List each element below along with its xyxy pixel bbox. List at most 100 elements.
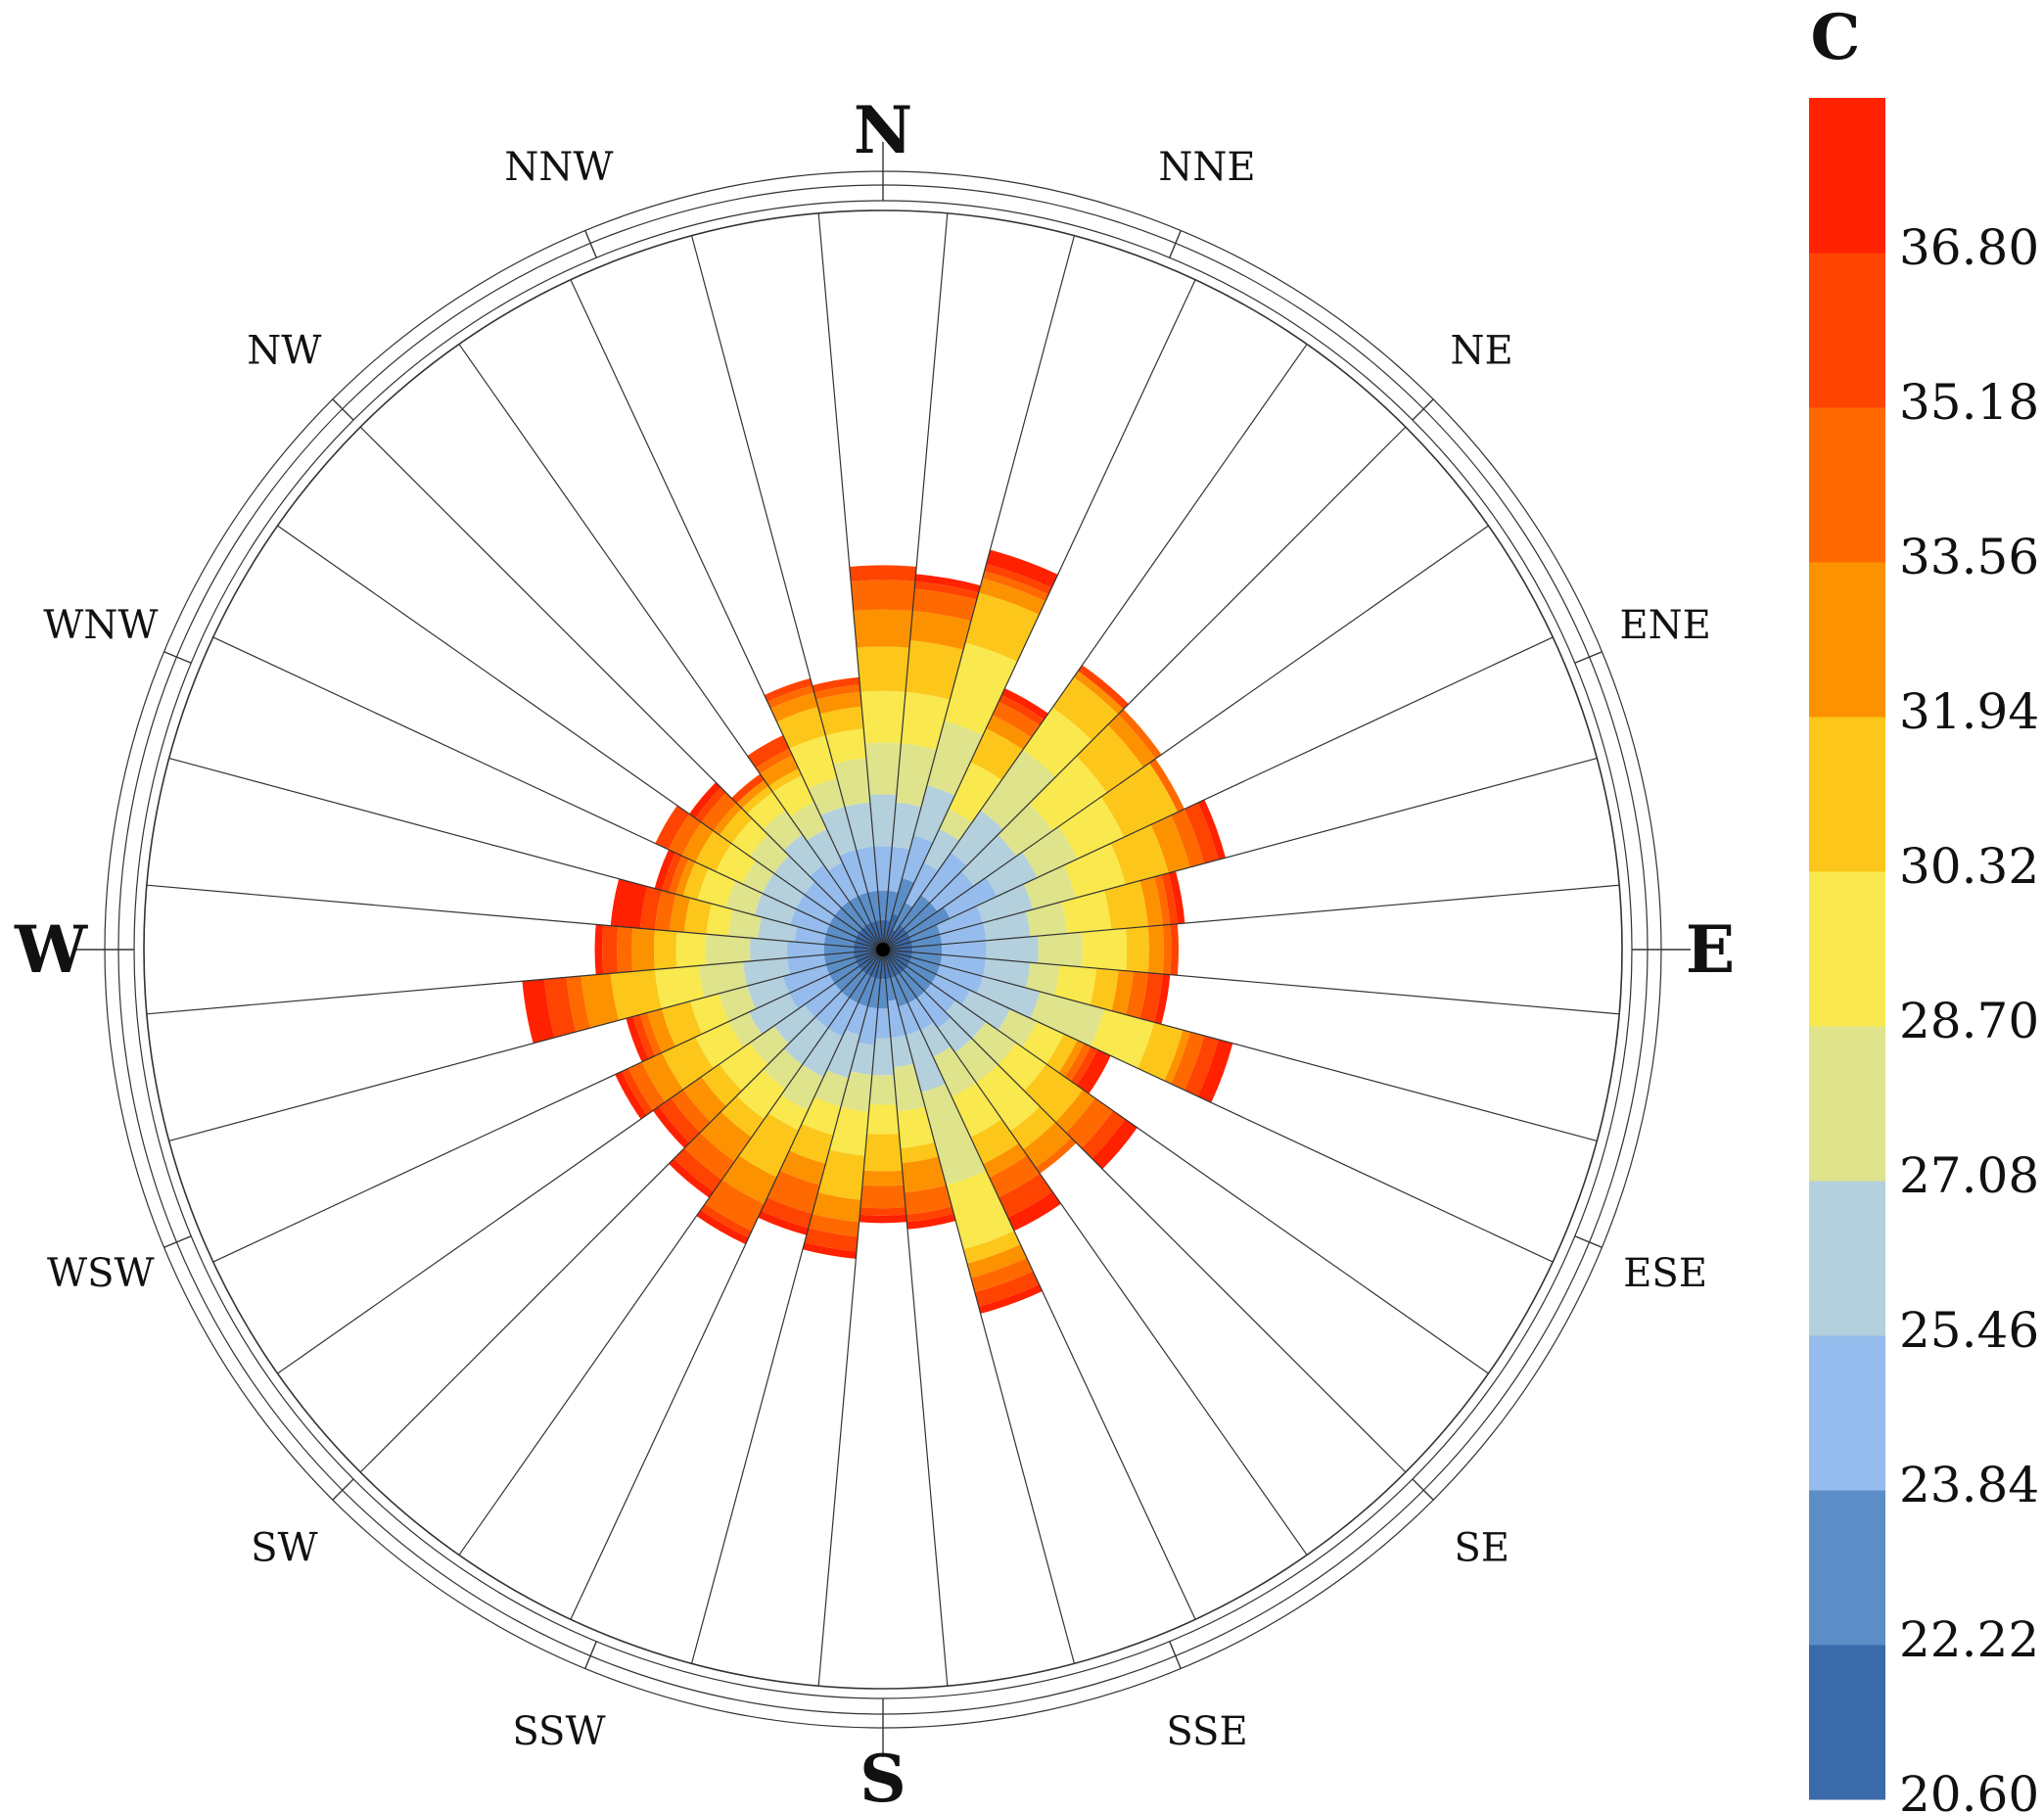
sector-3-band-10 (1001, 688, 1048, 720)
sector-13-band-1 (904, 966, 932, 992)
sector-31-band-1 (834, 907, 862, 933)
sector-2-band-3 (913, 785, 955, 843)
sector-11-band-6 (1138, 1022, 1184, 1082)
sector-17-band-1 (885, 978, 897, 1001)
sector-15-band-4 (933, 1046, 977, 1097)
sector-0-band-8 (851, 580, 915, 612)
sector-35-band-3 (844, 802, 874, 850)
sector-31-band-6 (720, 808, 753, 844)
sector-1-band-5 (901, 691, 951, 750)
sector-22-band-6 (720, 1095, 765, 1138)
sector-32-band-6 (741, 786, 773, 814)
sector-3-band-3 (923, 828, 959, 871)
sector-10-band-6 (1090, 968, 1119, 1011)
sector-30-band-2 (796, 894, 835, 925)
sector-2-band-7 (978, 578, 1045, 615)
legend-swatch-9 (1809, 253, 1885, 408)
sector-19-band-10 (802, 1242, 858, 1259)
sector-8-band-3 (983, 910, 1031, 941)
sector-18-band-3 (871, 1038, 895, 1076)
sector-12-band-5 (1022, 1021, 1064, 1064)
sector-19-band-1 (867, 978, 881, 1009)
sector-23-band-9 (659, 1097, 701, 1143)
sector-29-band-1 (825, 924, 857, 943)
sector-19-band-9 (804, 1228, 859, 1252)
sector-34-band-4 (808, 777, 845, 816)
sector-divider (882, 279, 1196, 951)
direction-label-nnw: NNW (504, 145, 613, 190)
sector-26-band-4 (698, 961, 748, 998)
sector-34-band-8 (766, 685, 814, 709)
sector-21-band-3 (802, 1028, 843, 1078)
sector-29-band-8 (669, 856, 689, 895)
sector-divider (277, 525, 884, 951)
sector-divider (359, 426, 884, 951)
sector-18-band-9 (859, 1207, 906, 1216)
sector-31-band-3 (773, 855, 815, 895)
sector-divider (882, 636, 1554, 951)
sector-divider (882, 758, 1598, 951)
sector-9-band-8 (1162, 924, 1172, 975)
sector-35-band-6 (819, 706, 864, 736)
sector-divider (882, 949, 1620, 1015)
sector-31-band-2 (804, 881, 842, 916)
sector-13-band-10 (1092, 1119, 1138, 1170)
sector-11-band-1 (909, 956, 941, 975)
sector-divider (882, 949, 1407, 1473)
sector-27-band-10 (594, 924, 604, 975)
sector-24-band-4 (728, 1011, 763, 1047)
legend-tick-label: 31.94 (1899, 683, 2039, 740)
sector-6-band-6 (1100, 763, 1179, 838)
direction-tick (1169, 230, 1182, 258)
sector-17-band-8 (904, 1185, 952, 1215)
sector-16-band-9 (974, 1271, 1040, 1307)
sector-26-band-6 (610, 969, 662, 1021)
sector-19-band-5 (829, 1106, 869, 1156)
legend-tick-label: 28.70 (1899, 993, 2039, 1049)
sector-0-band-3 (869, 794, 897, 847)
legend-swatch-8 (1809, 407, 1885, 563)
sector-divider (882, 212, 949, 951)
sector-15-band-9 (999, 1173, 1053, 1218)
sector-15-band-8 (989, 1155, 1041, 1198)
sector-1-band-7 (909, 611, 971, 650)
sector-12-band-4 (998, 1008, 1038, 1047)
direction-tick (584, 230, 597, 258)
sector-15-band-1 (895, 973, 917, 1003)
sector-2-band-4 (926, 721, 984, 796)
sector-34-band-6 (776, 707, 826, 749)
sector-35-band-1 (867, 890, 881, 921)
sector-30-band-8 (669, 814, 702, 857)
sector-24-band-1 (829, 961, 859, 984)
sector-11-band-2 (936, 964, 984, 994)
sector-6-band-3 (986, 852, 1038, 897)
legend-tick-label: 25.46 (1899, 1302, 2039, 1359)
sector-17-band-5 (897, 1106, 935, 1149)
sector-divider (691, 235, 884, 951)
sector-9-band-2 (942, 940, 987, 959)
sector-11-band-8 (1171, 1032, 1205, 1091)
sector-25-band-1 (825, 956, 857, 975)
sector-25-band-2 (782, 964, 830, 994)
sector-28-band-10 (610, 878, 648, 929)
sector-29-band-6 (682, 861, 710, 901)
sector-5-band-6 (1076, 724, 1143, 793)
direction-label-e: E (1686, 911, 1735, 988)
sector-13-band-7 (1055, 1089, 1095, 1133)
sector-2-band-9 (984, 564, 1052, 595)
sector-17-band-4 (893, 1063, 925, 1112)
direction-tick (163, 651, 192, 664)
sector-4-band-4 (980, 749, 1056, 830)
sector-26-band-10 (522, 979, 555, 1044)
sector-8-band-7 (1139, 876, 1163, 927)
sector-16-band-10 (978, 1284, 1043, 1314)
sector-5-band-8 (1118, 709, 1162, 760)
direction-tick (1574, 651, 1603, 664)
sector-30-band-7 (681, 822, 714, 862)
sector-16-band-7 (966, 1244, 1027, 1278)
sector-13-band-5 (998, 1043, 1046, 1092)
legend-swatch-1 (1809, 1490, 1885, 1646)
sector-31-band-10 (689, 782, 721, 818)
sector-13-band-8 (1065, 1097, 1114, 1148)
sector-26-band-9 (544, 977, 577, 1038)
